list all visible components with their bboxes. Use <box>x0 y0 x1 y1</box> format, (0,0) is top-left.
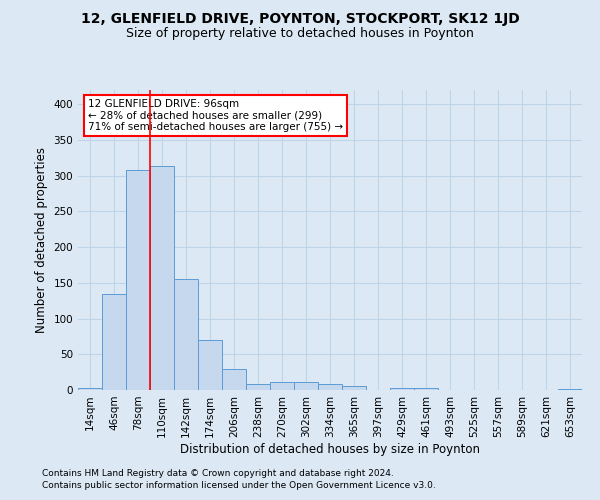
Bar <box>390 388 414 390</box>
Text: Contains public sector information licensed under the Open Government Licence v3: Contains public sector information licen… <box>42 481 436 490</box>
Bar <box>414 388 438 390</box>
Bar <box>78 388 102 390</box>
Text: 12 GLENFIELD DRIVE: 96sqm
← 28% of detached houses are smaller (299)
71% of semi: 12 GLENFIELD DRIVE: 96sqm ← 28% of detac… <box>88 99 343 132</box>
Y-axis label: Number of detached properties: Number of detached properties <box>35 147 48 333</box>
Bar <box>102 294 126 390</box>
X-axis label: Distribution of detached houses by size in Poynton: Distribution of detached houses by size … <box>180 442 480 456</box>
Bar <box>150 166 174 390</box>
Bar <box>174 280 198 390</box>
Bar <box>294 382 318 390</box>
Bar <box>246 384 270 390</box>
Text: Size of property relative to detached houses in Poynton: Size of property relative to detached ho… <box>126 28 474 40</box>
Bar <box>318 384 342 390</box>
Bar <box>222 368 246 390</box>
Text: Contains HM Land Registry data © Crown copyright and database right 2024.: Contains HM Land Registry data © Crown c… <box>42 468 394 477</box>
Text: 12, GLENFIELD DRIVE, POYNTON, STOCKPORT, SK12 1JD: 12, GLENFIELD DRIVE, POYNTON, STOCKPORT,… <box>80 12 520 26</box>
Bar <box>270 382 294 390</box>
Bar <box>198 340 222 390</box>
Bar <box>126 170 150 390</box>
Bar <box>342 386 366 390</box>
